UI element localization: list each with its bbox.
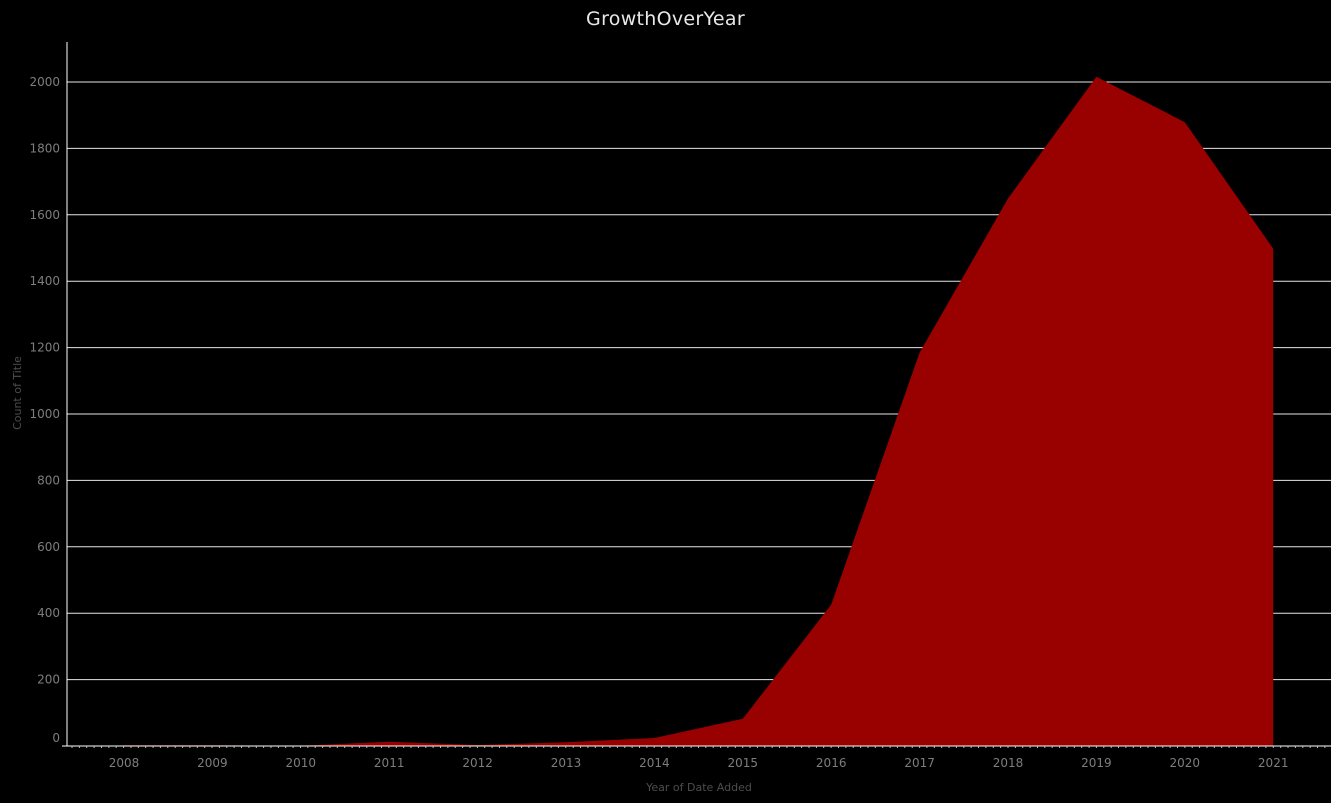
y-tick-label: 1000 (29, 407, 60, 421)
y-tick-label: 1800 (29, 141, 60, 155)
y-tick-label: 0 (52, 731, 60, 745)
y-tick-label: 200 (37, 673, 60, 687)
x-tick-label: 2016 (816, 756, 847, 770)
x-tick-label: 2014 (639, 756, 670, 770)
x-axis-title: Year of Date Added (645, 781, 752, 794)
x-tick-label: 2011 (374, 756, 405, 770)
x-tick-label: 2020 (1170, 756, 1201, 770)
y-tick-label: 1200 (29, 341, 60, 355)
x-tick-label: 2013 (551, 756, 582, 770)
x-tick-label: 2021 (1258, 756, 1289, 770)
y-tick-label: 400 (37, 606, 60, 620)
x-tick-label: 2017 (904, 756, 935, 770)
x-tick-label: 2010 (286, 756, 317, 770)
area-series (123, 76, 1274, 746)
y-tick-label: 2000 (29, 75, 60, 89)
axes (62, 42, 1331, 748)
tick-labels: 0 200 400 600 800 1000 1200 1400 1600 1800 2000 200… (29, 75, 1288, 770)
x-tick-label: 2019 (1081, 756, 1112, 770)
x-tick-label: 2009 (197, 756, 228, 770)
x-tick-label: 2008 (109, 756, 140, 770)
y-tick-label: 600 (37, 540, 60, 554)
y-tick-label: 1600 (29, 208, 60, 222)
y-tick-label: 800 (37, 473, 60, 487)
y-tick-label: 1400 (29, 274, 60, 288)
chart-title: GrowthOverYear (586, 8, 745, 30)
y-axis-title: Count of Title (11, 356, 24, 430)
x-tick-label: 2018 (993, 756, 1024, 770)
x-tick-label: 2015 (728, 756, 759, 770)
x-tick-label: 2012 (462, 756, 493, 770)
area-fill (124, 76, 1274, 746)
